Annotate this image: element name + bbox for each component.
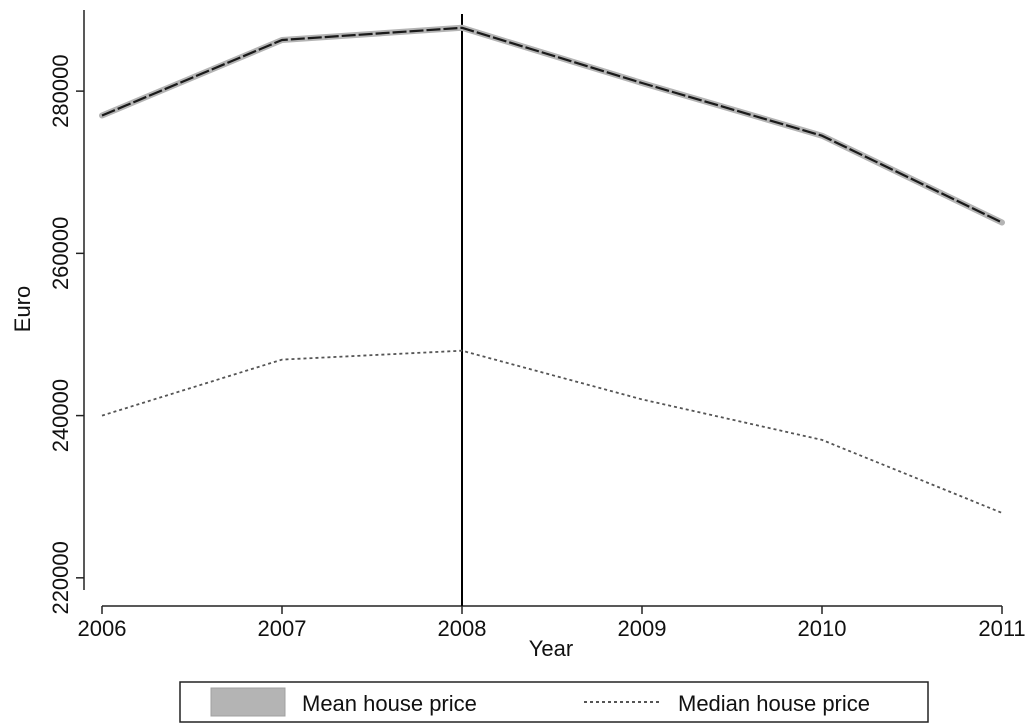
series-median [101,349,1004,514]
series-mean [99,24,1005,226]
mean-point [1001,221,1004,224]
y-axis-label: Euro [10,286,35,332]
median-point [101,414,104,417]
x-axis-label: Year [529,636,573,661]
y-tick-label: 280000 [48,54,73,127]
mean-point [101,114,104,117]
mean-point [461,26,464,29]
x-tick-label: 2008 [438,616,487,641]
x-tick-label: 2006 [78,616,127,641]
legend-box [179,681,929,723]
x-tick-label: 2011 [978,616,1025,641]
x-axis: 2006 2007 2008 2009 2010 2011 [78,605,1026,641]
legend-label-median: Median house price [678,691,870,716]
median-point [461,349,464,352]
mean-price-line [101,26,1003,224]
y-axis: 220000 240000 260000 280000 [48,10,85,615]
median-point [281,358,284,361]
mean-point [641,82,644,85]
series-group [99,24,1005,514]
legend-key-mean [210,687,286,717]
median-point [1001,511,1004,514]
median-price-line [101,349,1003,514]
legend-label-mean: Mean house price [302,691,477,716]
y-tick-label: 220000 [48,541,73,614]
mean-point [821,134,824,137]
mean-point [281,39,284,42]
y-tick-label: 240000 [48,379,73,452]
median-point [821,438,824,441]
x-tick-label: 2007 [258,616,307,641]
legend: Mean house price Median house price [179,681,929,723]
median-point [641,398,644,401]
mean-price-band [99,24,1005,226]
x-tick-label: 2009 [618,616,667,641]
y-tick-label: 260000 [48,217,73,290]
x-tick-label: 2010 [798,616,847,641]
